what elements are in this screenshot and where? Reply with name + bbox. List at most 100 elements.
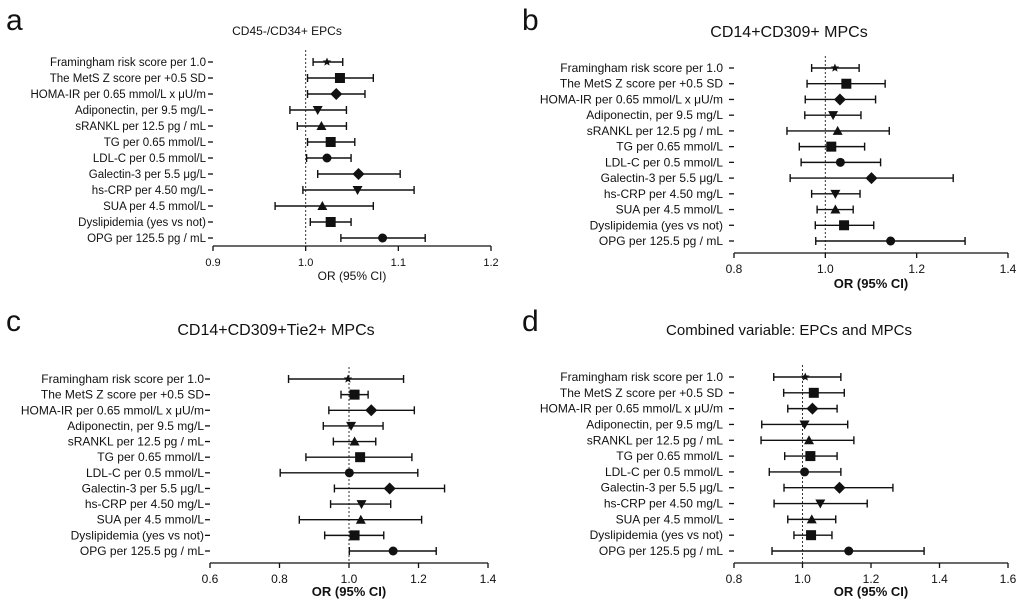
- row-label: Dyslipidemia (yes vs not): [590, 218, 723, 232]
- forest-row: Dyslipidemia (yes vs not): [71, 528, 385, 542]
- point-estimate-star: [800, 372, 810, 381]
- forest-row: Adiponectin, per 9.5 mg/L: [586, 417, 849, 431]
- row-label: hs-CRP per 4.50 mg/L: [85, 497, 204, 511]
- point-estimate-diamond: [806, 402, 819, 415]
- row-label: SUA per 4.5 mmol/L: [616, 203, 724, 217]
- row-label: Adiponectin, per 9.5 mg/L: [586, 417, 723, 431]
- point-estimate-square: [325, 137, 336, 147]
- row-label: SUA per 4.5 mmol/L: [616, 512, 724, 526]
- point-estimate-square: [806, 530, 817, 541]
- point-estimate-square: [349, 530, 360, 541]
- point-estimate-circle: [800, 467, 810, 477]
- forest-row: OPG per 125.5 pg / mL: [80, 544, 437, 558]
- point-estimate-tri-down: [799, 420, 810, 430]
- point-estimate-square: [355, 452, 366, 463]
- point-estimate-circle: [835, 157, 845, 167]
- forest-row: OPG per 125.5 pg / mL: [599, 544, 925, 558]
- row-label: hs-CRP per 4.50 mg/L: [604, 497, 723, 511]
- row-label: Galectin-3 per 5.5 μg/L: [89, 169, 207, 181]
- point-estimate-tri-up: [317, 201, 328, 210]
- forest-row: SUA per 4.5 mmol/L: [103, 201, 375, 213]
- point-estimate-tri-up: [804, 435, 815, 445]
- forest-row: Galectin-3 per 5.5 μg/L: [82, 481, 446, 495]
- forest-row: The MetS Z score per +0.5 SD: [50, 73, 375, 85]
- x-axis-label: OR (95% CI): [318, 269, 387, 283]
- point-estimate-tri-up: [316, 121, 327, 130]
- point-estimate-tri-down: [352, 186, 363, 195]
- forest-row: LDL-C per 0.5 mmol/L: [605, 155, 882, 169]
- panel-label: a: [6, 4, 23, 37]
- x-tick-label: 0.9: [205, 257, 220, 269]
- point-estimate-tri-down: [312, 106, 323, 115]
- row-label: HOMA-IR per 0.65 mmol/L x μU/m: [30, 89, 206, 101]
- forest-row: Framingham risk score per 1.0: [560, 370, 842, 384]
- point-estimate-tri-up: [832, 125, 843, 135]
- point-estimate-tri-down: [356, 500, 367, 510]
- forest-row: The MetS Z score per +0.5 SD: [560, 77, 886, 91]
- forest-plot-svg: 0.8 1.0 1.2 1.4 1.6 OR (95% CI) Framingham ris…: [540, 365, 1017, 599]
- x-tick-label: 1.6: [1000, 572, 1017, 586]
- point-estimate-diamond: [330, 88, 343, 100]
- forest-row: OPG per 125.5 pg / mL: [87, 233, 426, 245]
- row-label: The MetS Z score per +0.5 SD: [41, 388, 204, 402]
- x-tick-label: 1.2: [908, 262, 925, 276]
- point-estimate-circle: [886, 236, 896, 246]
- forest-row: LDL-C per 0.5 mmol/L: [93, 153, 352, 165]
- forest-row: Adiponectin, per 9.5 mg/L: [75, 105, 348, 117]
- forest-row: SUA per 4.5 mmol/L: [97, 513, 423, 527]
- forest-row: SUA per 4.5 mmol/L: [616, 512, 837, 526]
- point-estimate-diamond: [352, 168, 365, 180]
- forest-row: hs-CRP per 4.50 mg/L: [92, 185, 415, 197]
- row-label: OPG per 125.5 pg / mL: [80, 544, 204, 558]
- row-label: Galectin-3 per 5.5 μg/L: [601, 171, 724, 185]
- forest-row: Adiponectin, per 9.5 mg/L: [67, 419, 384, 433]
- x-tick-label: 1.4: [480, 572, 497, 586]
- point-estimate-star: [830, 63, 840, 72]
- panel-title: CD14+CD309+Tie2+ MPCs: [177, 322, 375, 339]
- x-tick-label: 1.0: [794, 572, 811, 586]
- row-label: LDL-C per 0.5 mmol/L: [605, 465, 723, 479]
- forest-panel-b: b CD14+CD309+ MPCs 0.8 1.0 1.2 1.4 OR (95% C…: [512, 0, 1024, 301]
- row-label: Dyslipidemia (yes vs not): [590, 528, 723, 542]
- forest-row: Adiponectin, per 9.5 mg/L: [586, 108, 862, 122]
- x-tick-label: 1.2: [483, 257, 498, 269]
- point-estimate-circle: [378, 233, 388, 243]
- row-label: Adiponectin, per 9.5 mg/L: [586, 108, 723, 122]
- point-estimate-tri-up: [349, 436, 360, 446]
- forest-plot-svg: 0.8 1.0 1.2 1.4 OR (95% CI) Framingham risk s…: [540, 56, 1017, 291]
- row-label: Adiponectin, per 9.5 mg/L: [67, 419, 204, 433]
- x-tick-label: 1.4: [1000, 262, 1017, 276]
- row-label: OPG per 125.5 pg / mL: [599, 544, 723, 558]
- point-estimate-diamond: [833, 481, 846, 494]
- panel-label: c: [6, 305, 21, 338]
- panel-title: CD45-/CD34+ EPCs: [232, 24, 342, 38]
- forest-row: HOMA-IR per 0.65 mmol/L x μU/m: [540, 92, 877, 106]
- point-estimate-diamond: [833, 93, 846, 106]
- forest-row: Dyslipidemia (yes vs not): [590, 218, 875, 232]
- x-tick-label: 1.4: [931, 572, 948, 586]
- forest-row: Framingham risk score per 1.0: [560, 61, 860, 75]
- x-tick-label: 0.8: [271, 572, 288, 586]
- forest-row: Dyslipidemia (yes vs not): [590, 528, 833, 542]
- forest-row: Galectin-3 per 5.5 μg/L: [89, 168, 401, 181]
- x-tick-label: 0.8: [726, 262, 743, 276]
- x-tick-label: 1.0: [817, 262, 834, 276]
- panel-title: CD14+CD309+ MPCs: [710, 24, 868, 41]
- x-tick-label: 0.8: [726, 572, 743, 586]
- panel-title: Combined variable: EPCs and MPCs: [666, 322, 912, 339]
- forest-row: hs-CRP per 4.50 mg/L: [85, 497, 392, 511]
- forest-row: sRANKL per 12.5 pg / mL: [75, 121, 348, 133]
- row-label: The MetS Z score per +0.5 SD: [50, 73, 206, 85]
- forest-panel-c: c CD14+CD309+Tie2+ MPCs 0.6 0.8 1.0 1.2 1.4 O…: [0, 301, 512, 602]
- point-estimate-tri-up: [830, 204, 841, 214]
- row-label: OPG per 125.5 pg / mL: [87, 233, 207, 245]
- x-axis-label: OR (95% CI): [834, 276, 908, 291]
- forest-row: HOMA-IR per 0.65 mmol/L x μU/m: [540, 402, 838, 416]
- row-label: LDL-C per 0.5 mmol/L: [86, 466, 204, 480]
- forest-row: OPG per 125.5 pg / mL: [599, 234, 966, 248]
- forest-row: sRANKL per 12.5 pg / mL: [587, 433, 855, 447]
- x-tick-label: 1.1: [391, 257, 406, 269]
- row-label: Galectin-3 per 5.5 μg/L: [601, 481, 724, 495]
- forest-plot-svg: 0.6 0.8 1.0 1.2 1.4 OR (95% CI) Framingham ris…: [21, 367, 497, 599]
- row-label: sRANKL per 12.5 pg / mL: [75, 121, 206, 133]
